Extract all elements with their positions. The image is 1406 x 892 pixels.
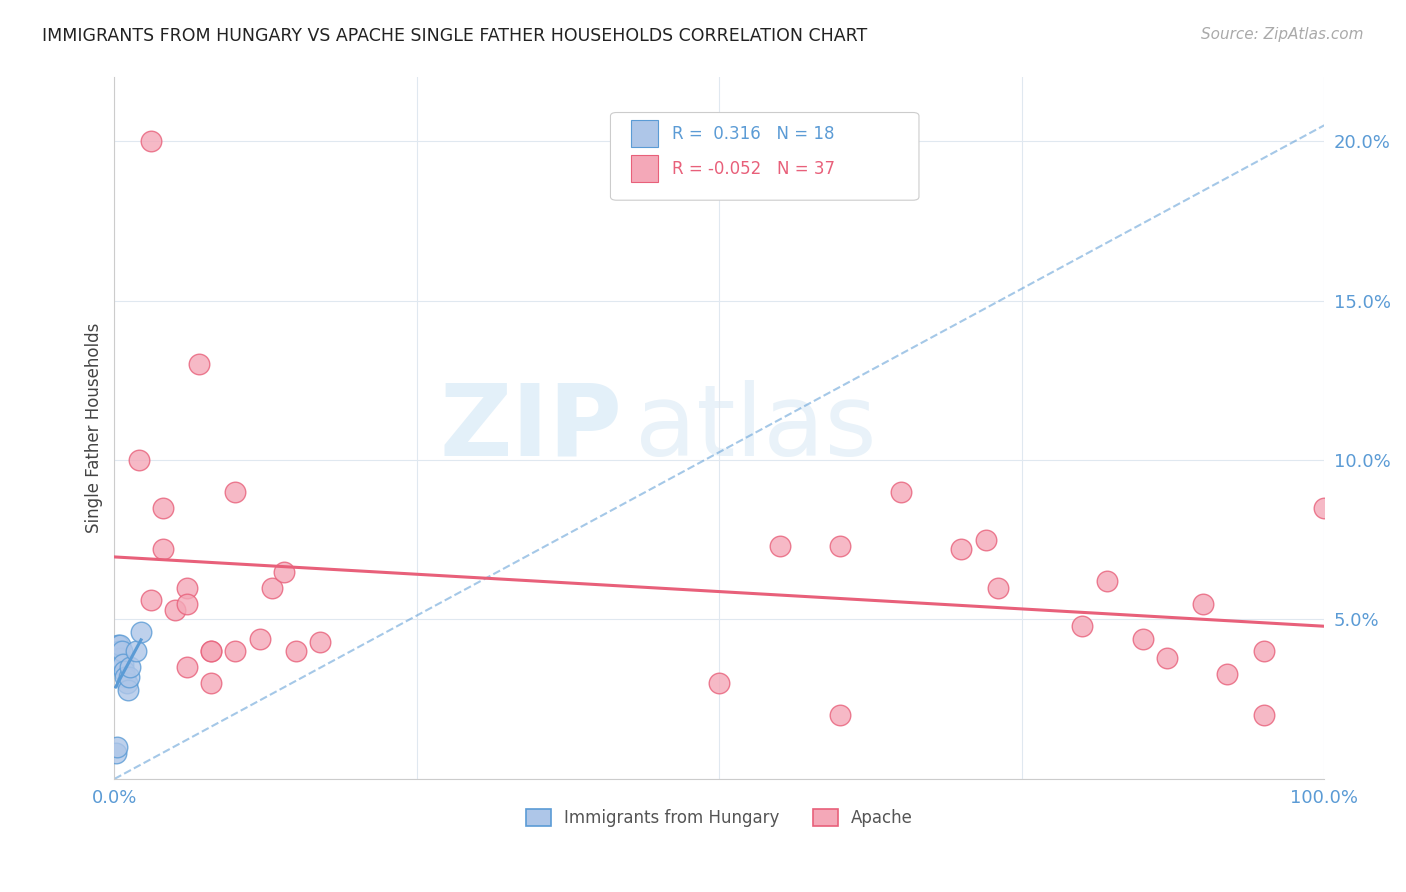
Point [830,708,852,723]
Point [111,657,134,672]
Text: atlas: atlas [634,380,876,476]
Point [110,650,132,665]
Y-axis label: Single Father Households: Single Father Households [86,323,103,533]
Point [152,500,174,515]
Point [105,739,128,754]
Point [273,565,295,579]
Point [125,644,148,658]
FancyBboxPatch shape [610,112,920,200]
Point [129,625,152,640]
Point [163,603,186,617]
Text: R = -0.052   N = 37: R = -0.052 N = 37 [672,160,835,178]
Point [769,539,792,553]
Point [224,485,246,500]
Point [260,581,283,595]
Point [830,539,852,553]
Point [974,533,997,547]
Point [709,676,731,690]
Point [108,644,131,658]
Point [249,632,271,646]
Legend: Immigrants from Hungary, Apache: Immigrants from Hungary, Apache [519,802,920,834]
Text: IMMIGRANTS FROM HUNGARY VS APACHE SINGLE FATHER HOUSEHOLDS CORRELATION CHART: IMMIGRANTS FROM HUNGARY VS APACHE SINGLE… [42,27,868,45]
Point [1253,708,1275,723]
Point [1253,644,1275,658]
Point [890,485,912,500]
Point [110,638,132,652]
Point [152,542,174,557]
Point [188,358,211,372]
Point [118,670,141,684]
FancyBboxPatch shape [631,120,658,147]
Point [112,664,135,678]
Text: ZIP: ZIP [440,380,623,476]
Point [115,676,138,690]
Point [1156,650,1178,665]
Point [200,676,222,690]
Point [1192,597,1215,611]
FancyBboxPatch shape [631,155,658,182]
Point [176,581,198,595]
Text: R =  0.316   N = 18: R = 0.316 N = 18 [672,125,835,143]
Text: Source: ZipAtlas.com: Source: ZipAtlas.com [1201,27,1364,42]
Point [108,657,131,672]
Point [1132,632,1154,646]
Point [104,747,127,761]
Point [309,635,332,649]
Point [1216,666,1239,681]
Point [1071,619,1094,633]
Point [176,597,198,611]
Point [950,542,973,557]
Point [200,644,222,658]
Point [987,581,1010,595]
Point [284,644,307,658]
Point [114,670,136,684]
Point [139,134,162,148]
Point [139,593,162,607]
Point [107,638,129,652]
Point [107,650,129,665]
Point [224,644,246,658]
Point [111,644,134,658]
Point [120,660,142,674]
Point [117,682,139,697]
Point [128,453,150,467]
Point [1095,574,1118,589]
Point [1313,500,1336,515]
Point [200,644,222,658]
Point [176,660,198,674]
